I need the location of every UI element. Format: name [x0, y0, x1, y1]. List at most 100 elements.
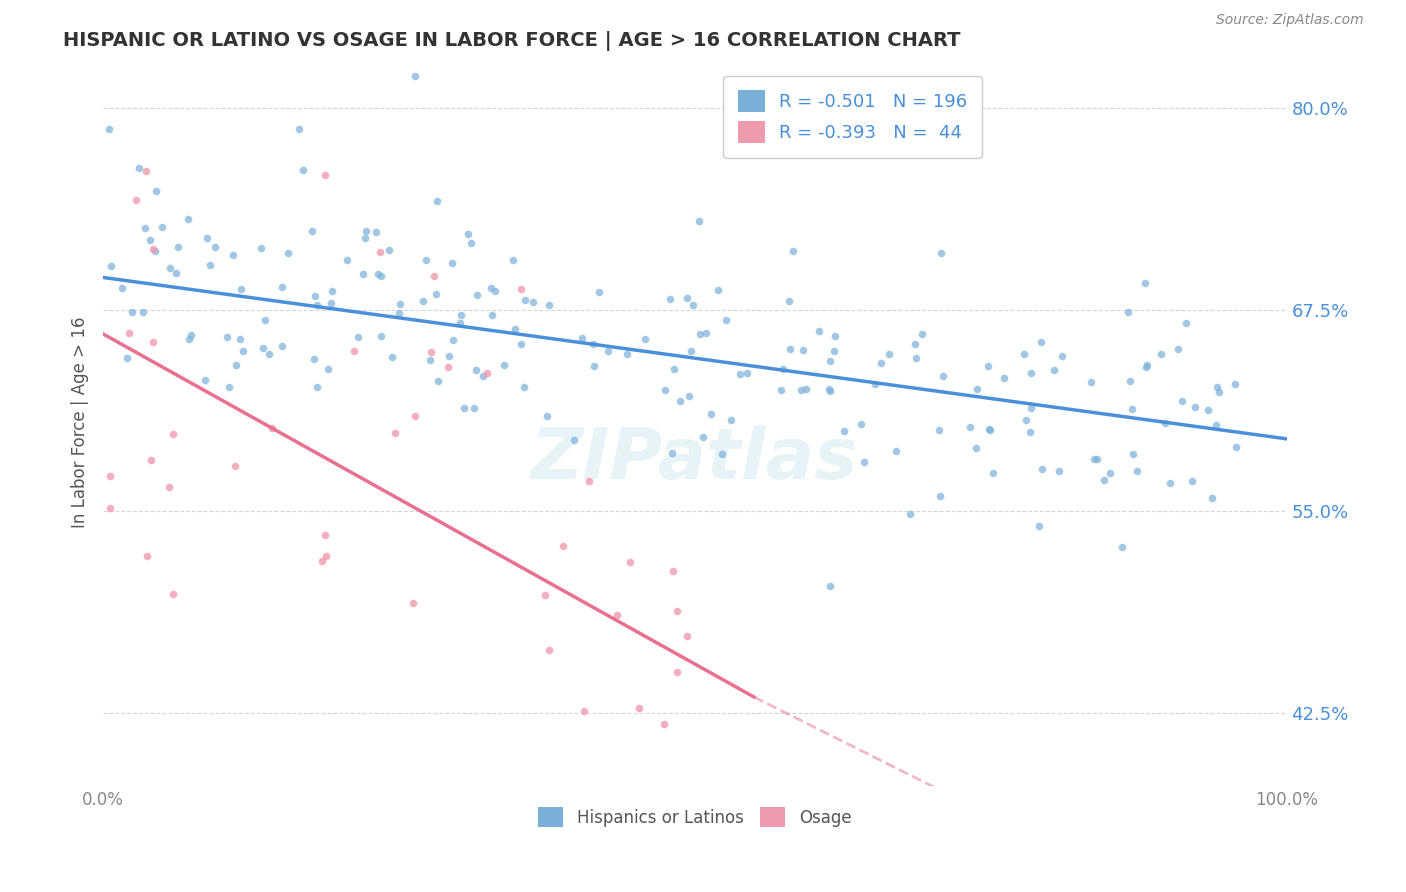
Point [1111, 540, 1133, 554]
Point [929, 246, 952, 260]
Point [121, 305, 143, 319]
Point [165, 267, 187, 281]
Point [450, 308, 472, 322]
Point [177, 332, 200, 346]
Text: ZIPatlas: ZIPatlas [531, 425, 859, 493]
Point [1208, 384, 1230, 399]
Point [449, 316, 471, 330]
Point [536, 409, 558, 424]
Point [222, 247, 245, 261]
Point [425, 287, 447, 301]
Point [911, 327, 934, 342]
Point [884, 443, 907, 458]
Point [143, 244, 166, 259]
Point [598, 344, 620, 359]
Point [271, 280, 294, 294]
Point [606, 607, 628, 622]
Point [465, 363, 488, 377]
Point [820, 579, 842, 593]
Point [1136, 358, 1159, 372]
Point [1012, 347, 1035, 361]
Point [1019, 366, 1042, 380]
Point [929, 489, 952, 503]
Point [515, 293, 537, 307]
Point [315, 549, 337, 563]
Point [1159, 475, 1181, 490]
Point [204, 240, 226, 254]
Point [314, 528, 336, 542]
Point [463, 401, 485, 415]
Point [492, 358, 515, 372]
Point [578, 475, 600, 489]
Point [225, 358, 247, 372]
Point [321, 284, 343, 298]
Point [870, 355, 893, 369]
Point [512, 380, 534, 394]
Point [378, 243, 401, 257]
Point [582, 359, 605, 373]
Point [661, 446, 683, 460]
Point [903, 336, 925, 351]
Point [150, 220, 173, 235]
Point [301, 224, 323, 238]
Point [794, 382, 817, 396]
Point [628, 700, 651, 714]
Point [384, 425, 406, 440]
Point [118, 326, 141, 340]
Point [166, 240, 188, 254]
Point [863, 377, 886, 392]
Point [1184, 400, 1206, 414]
Text: HISPANIC OR LATINO VS OSAGE IN LABOR FORCE | AGE > 16 CORRELATION CHART: HISPANIC OR LATINO VS OSAGE IN LABOR FOR… [63, 31, 960, 51]
Point [689, 326, 711, 341]
Point [700, 407, 723, 421]
Point [1126, 465, 1149, 479]
Point [224, 458, 246, 473]
Point [551, 539, 574, 553]
Point [1083, 451, 1105, 466]
Point [503, 322, 526, 336]
Point [1121, 402, 1143, 417]
Point [412, 294, 434, 309]
Point [367, 268, 389, 282]
Point [928, 423, 950, 437]
Point [1174, 316, 1197, 330]
Y-axis label: In Labor Force | Age > 16: In Labor Force | Age > 16 [72, 317, 89, 528]
Point [1015, 412, 1038, 426]
Point [304, 289, 326, 303]
Point [370, 245, 392, 260]
Point [1087, 452, 1109, 467]
Point [218, 380, 240, 394]
Point [229, 332, 252, 346]
Point [404, 69, 426, 83]
Point [1181, 475, 1204, 489]
Point [779, 342, 801, 356]
Point [307, 380, 329, 394]
Point [818, 383, 841, 397]
Point [159, 260, 181, 275]
Point [195, 231, 218, 245]
Point [271, 339, 294, 353]
Point [852, 454, 875, 468]
Point [679, 800, 702, 814]
Point [131, 304, 153, 318]
Point [479, 280, 502, 294]
Point [198, 259, 221, 273]
Point [135, 163, 157, 178]
Point [571, 331, 593, 345]
Point [100, 259, 122, 273]
Point [959, 420, 981, 434]
Point [714, 313, 737, 327]
Point [1099, 466, 1122, 480]
Point [509, 337, 531, 351]
Point [277, 245, 299, 260]
Point [688, 214, 710, 228]
Point [666, 665, 689, 680]
Point [321, 296, 343, 310]
Point [707, 284, 730, 298]
Point [932, 368, 955, 383]
Point [457, 227, 479, 242]
Point [1201, 491, 1223, 505]
Point [619, 555, 641, 569]
Point [737, 366, 759, 380]
Point [134, 221, 156, 235]
